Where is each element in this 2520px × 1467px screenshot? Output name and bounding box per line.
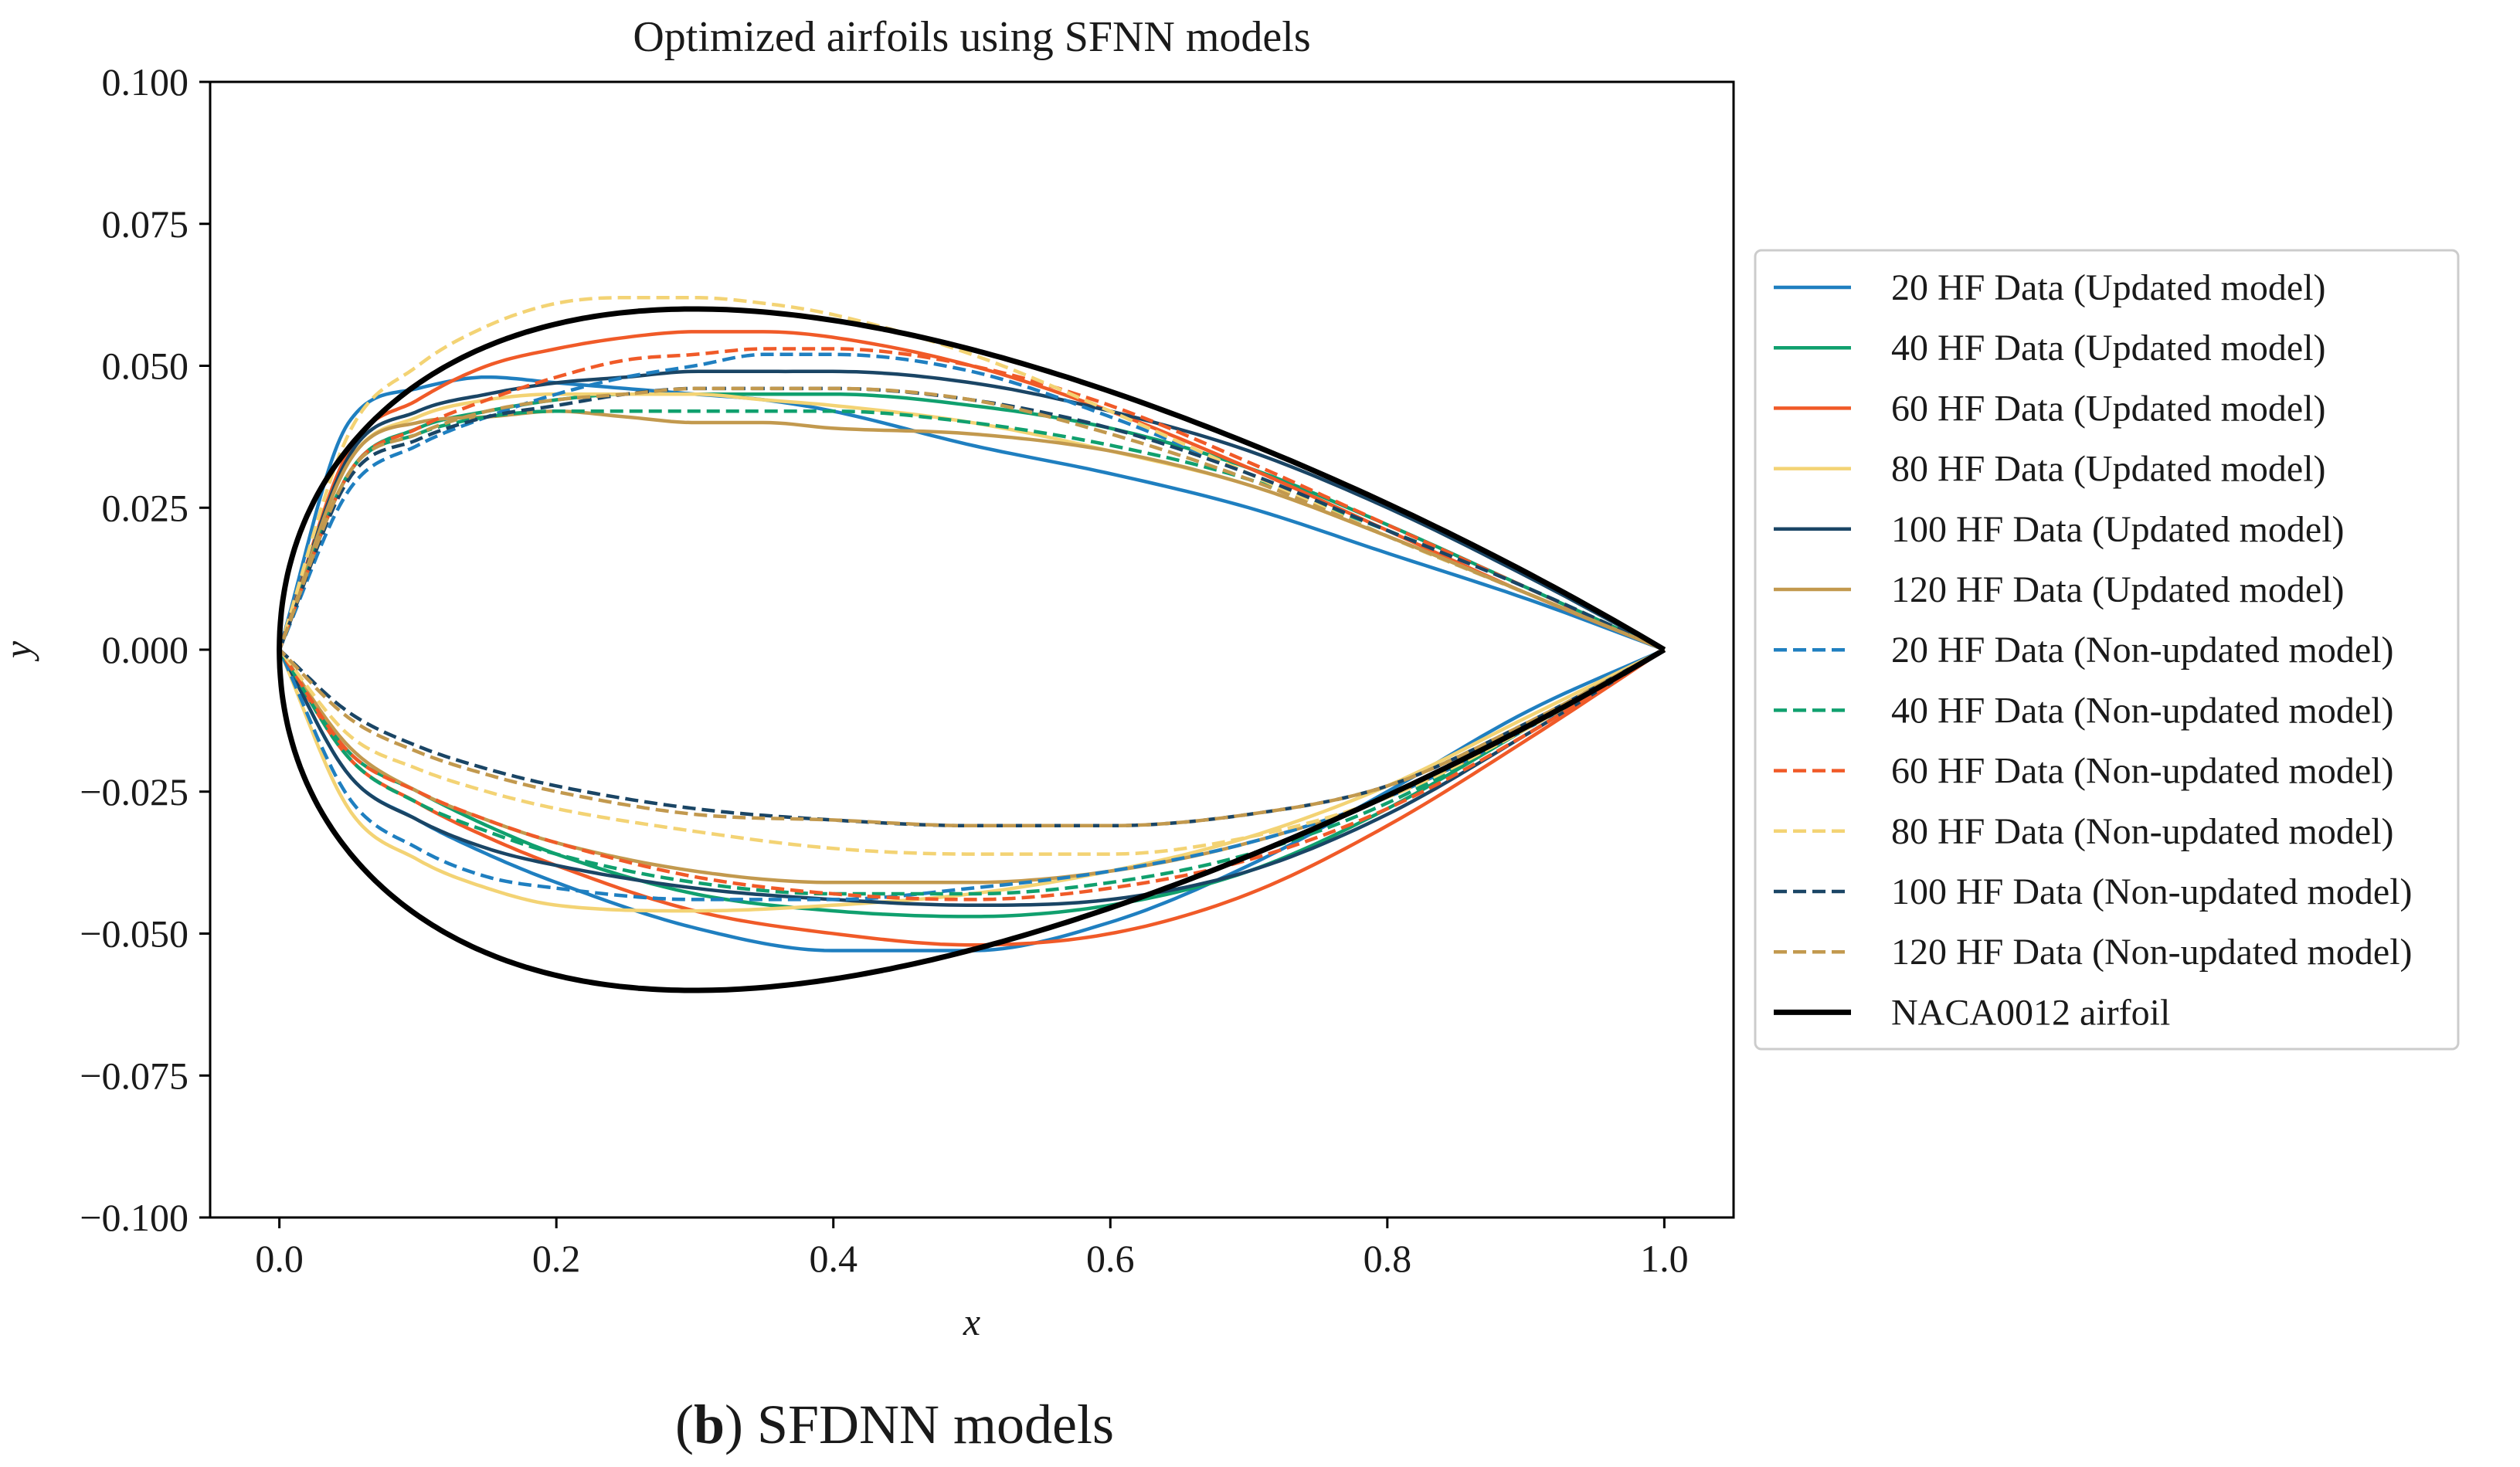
caption-close-paren: ) (725, 1394, 743, 1455)
series-line-8 (277, 409, 1666, 896)
caption-open-paren: ( (675, 1394, 694, 1455)
legend-label: 60 HF Data (Updated model) (1891, 388, 2326, 429)
x-tick-label: 0.4 (809, 1237, 858, 1280)
caption-text: SFDNN models (743, 1394, 1114, 1455)
legend-frame (1754, 249, 2460, 1051)
legend-label: 20 HF Data (Updated model) (1891, 267, 2326, 308)
x-tick-label: 0.6 (1086, 1237, 1135, 1280)
caption-label: b (694, 1394, 725, 1455)
x-axis-label: x (963, 1300, 980, 1343)
y-tick-label: 0.025 (102, 486, 189, 529)
y-tick-label: 0.075 (102, 202, 189, 246)
legend-label: 80 HF Data (Non-updated model) (1891, 811, 2394, 852)
y-tick-label: −0.100 (80, 1196, 188, 1239)
legend: 20 HF Data (Updated model) 40 HF Data (Up… (1754, 249, 2460, 1051)
chart-title: Optimized airfoils using SFNN models (633, 13, 1310, 61)
x-tick-label: 1.0 (1640, 1237, 1689, 1280)
legend-label: 40 HF Data (Non-updated model) (1891, 690, 2394, 731)
y-tick-label: 0.000 (102, 628, 189, 671)
legend-label: 120 HF Data (Updated model) (1891, 569, 2345, 610)
legend-label: 40 HF Data (Updated model) (1891, 328, 2326, 368)
y-tick-label: −0.050 (80, 912, 188, 956)
x-tick-label: 0.2 (532, 1237, 581, 1280)
x-tick-label: 0.0 (255, 1237, 304, 1280)
y-tick-label: −0.075 (80, 1054, 188, 1097)
legend-label: 60 HF Data (Non-updated model) (1891, 751, 2394, 792)
y-tick-label: 0.050 (102, 345, 189, 388)
y-tick-label: 0.100 (102, 60, 189, 104)
legend-label: 80 HF Data (Updated model) (1891, 449, 2326, 490)
legend-label: 120 HF Data (Non-updated model) (1891, 932, 2413, 973)
legend-label: 100 HF Data (Updated model) (1891, 509, 2345, 550)
y-axis-ticks: 0.100 0.075 0.050 0.025 0.000 −0.025 −0.050 −0.… (80, 60, 210, 1239)
legend-label: 20 HF Data (Non-updated model) (1891, 630, 2394, 671)
y-axis-label: y (0, 640, 39, 662)
plot-curves (277, 296, 1666, 993)
legend-label: NACA0012 airfoil (1891, 992, 2170, 1033)
y-tick-label: −0.025 (80, 770, 188, 813)
legend-label: 100 HF Data (Non-updated model) (1891, 871, 2413, 912)
figure-caption: (b) SFDNN models (675, 1394, 1114, 1455)
x-axis-ticks: 0.0 0.2 0.4 0.6 0.8 1.0 (255, 1217, 1689, 1280)
series-line-13 (277, 306, 1666, 993)
x-tick-label: 0.8 (1364, 1237, 1412, 1280)
